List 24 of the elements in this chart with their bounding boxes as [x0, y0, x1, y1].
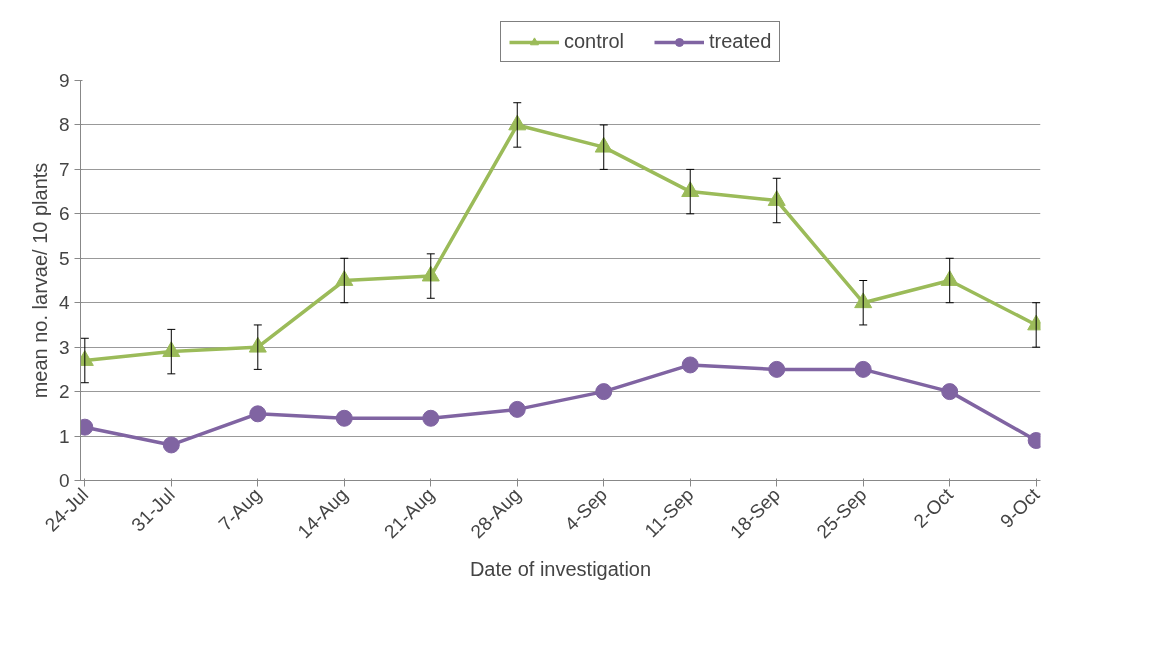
y-tick-label: 0: [58, 470, 70, 491]
x-axis-title: Date of investigation: [469, 557, 652, 580]
y-tick-label: 3: [58, 336, 70, 358]
legend-label: control: [564, 30, 625, 53]
y-tick-label: 4: [58, 292, 70, 314]
point: [508, 400, 526, 418]
y-tick-label: 6: [58, 203, 70, 225]
y-tick-label: 8: [58, 114, 70, 136]
y-tick-label: 2: [58, 381, 70, 403]
point: [595, 383, 613, 401]
legend-label: treated: [709, 30, 772, 53]
y-tick-label: 7: [58, 158, 70, 180]
point: [422, 409, 440, 427]
point: [162, 436, 180, 454]
y-tick-label: 1: [58, 425, 70, 447]
point: [941, 383, 959, 401]
point: [249, 405, 267, 423]
point: [768, 360, 786, 378]
point: [854, 360, 872, 378]
point: [335, 409, 353, 427]
y-tick-label: 5: [58, 247, 70, 269]
y-axis-title: mean no. larvae/ 10 plants: [28, 162, 51, 399]
point: [681, 356, 699, 374]
y-tick-label: 9: [58, 70, 70, 91]
